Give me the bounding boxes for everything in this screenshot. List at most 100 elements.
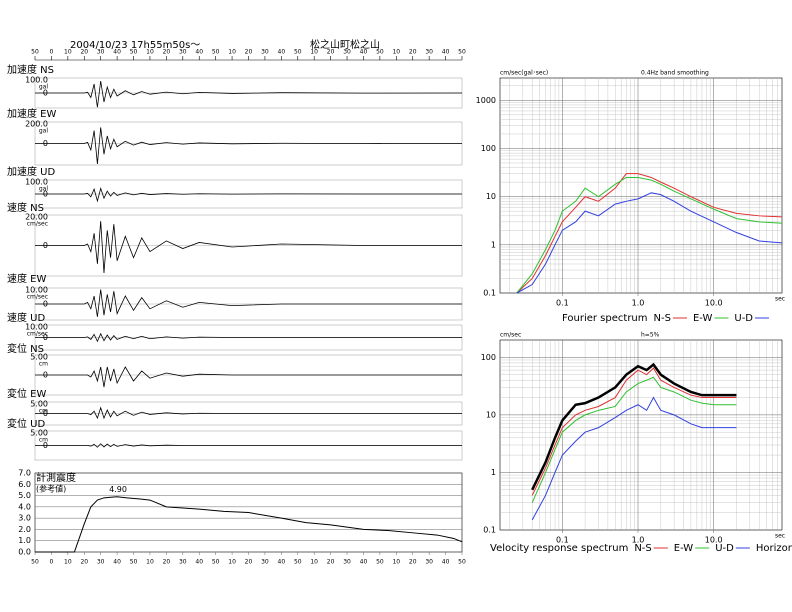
waveform-trace (35, 186, 462, 203)
trace-unit: cm (39, 408, 48, 415)
x-tick-label: 10 (146, 49, 154, 56)
waveform-trace (35, 221, 462, 273)
x-tick-label: 30 (343, 49, 351, 56)
waveform-trace (35, 332, 462, 343)
trace-name: 速度 EW (7, 272, 46, 285)
waveform-trace (35, 127, 463, 164)
x-tick-label: 10 (64, 49, 72, 56)
series-line (531, 396, 737, 521)
x-tick-label: 40 (113, 49, 121, 56)
waveform-trace (35, 443, 462, 448)
legend-label: E-W (693, 313, 713, 324)
trace-unit: gal (39, 84, 48, 91)
legend-label: U-D (715, 543, 734, 554)
x-tick-label: 30 (97, 559, 105, 566)
y-tick-label: 5.00 (30, 353, 48, 362)
series-line (516, 192, 783, 294)
trace-name: 速度 NS (7, 201, 44, 214)
x-tick-label: 40 (360, 49, 368, 56)
x-tick-label: 20 (163, 49, 171, 56)
legend-label: N-S (654, 313, 671, 324)
y-tick-label: 100 (481, 353, 496, 362)
x-tick-label: 1.0 (632, 536, 645, 545)
trace-unit: cm/sec (27, 331, 48, 338)
station-name: 松之山町松之山 (310, 38, 380, 51)
x-tick-label: 40 (442, 49, 450, 56)
legend-label: N-S (634, 543, 651, 554)
x-tick-label: 0 (50, 49, 54, 56)
x-tick-label: 30 (97, 49, 105, 56)
trace-name: 加速度 NS (7, 63, 54, 76)
series-line (531, 376, 737, 503)
x-tick-label: 50 (212, 559, 220, 566)
x-tick-label: 40 (442, 559, 450, 566)
x-tick-label: 10 (228, 49, 236, 56)
y-tick-label: 5.0 (18, 491, 31, 500)
x-tick-label: 40 (278, 49, 286, 56)
x-tick-label: 40 (278, 559, 286, 566)
x-tick-label: 50 (31, 559, 39, 566)
trace-unit: cm (39, 361, 48, 368)
x-tick-label: 20 (327, 49, 335, 56)
y-tick-label: 5.00 (30, 400, 48, 409)
x-tick-label: 10 (310, 559, 318, 566)
x-tick-label: 0 (50, 559, 54, 566)
x-tick-label: 10 (310, 49, 318, 56)
series-line (531, 362, 737, 491)
y-axis-label: cm/sec(gal･sec) (500, 70, 548, 77)
x-tick-label: 50 (458, 49, 466, 56)
legend-title: Fourier spectrum (562, 313, 648, 324)
x-tick-label: 50 (376, 49, 384, 56)
x-tick-label: 50 (294, 559, 302, 566)
y-tick-label: 1.0 (18, 536, 31, 545)
x-tick-label: 10.0 (705, 299, 723, 308)
y-tick-label: 7.0 (18, 469, 31, 478)
x-tick-label: 30 (261, 559, 269, 566)
x-tick-label: 0.1 (556, 299, 569, 308)
y-tick-label: 10.00 (25, 286, 48, 295)
x-tick-label: 30 (179, 559, 187, 566)
legend-label: Horizon (756, 543, 792, 554)
chart-title: 計測震度 (36, 471, 76, 484)
trace-unit: cm/sec (27, 221, 48, 228)
waveform-trace (35, 80, 463, 108)
y-tick-label: 0.0 (18, 548, 31, 557)
x-tick-label: 20 (80, 49, 88, 56)
x-tick-label: 1.0 (632, 299, 645, 308)
y-tick-label: 0.1 (483, 526, 496, 535)
x-tick-label: 30 (179, 49, 187, 56)
x-tick-label: 30 (261, 49, 269, 56)
legend-label: E-W (674, 543, 694, 554)
y-tick-label: 10 (486, 192, 496, 201)
x-tick-label: 20 (409, 49, 417, 56)
y-tick-label: 0.1 (483, 289, 496, 298)
trace-name: 変位 EW (7, 387, 46, 400)
y-tick-label: 1000 (476, 96, 496, 105)
y-tick-label: 6.0 (18, 480, 31, 489)
y-tick-label: 100 (481, 144, 496, 153)
trace-unit: gal (39, 186, 48, 193)
subtitle: 0.4Hz band smoothing (641, 70, 709, 77)
trace-unit: cm (39, 437, 48, 444)
x-tick-label: 10 (64, 559, 72, 566)
x-tick-label: 40 (195, 559, 203, 566)
y-tick-label: 100.0 (25, 178, 48, 187)
trace-name: 速度 UD (7, 311, 45, 324)
y-tick-label: 20.00 (25, 213, 48, 222)
x-tick-label: 50 (212, 49, 220, 56)
trace-name: 変位 UD (7, 417, 45, 430)
series-line (516, 176, 783, 294)
y-tick-label: 10.00 (25, 323, 48, 332)
trace-unit: cm/sec (27, 294, 48, 301)
x-tick-label: 50 (130, 49, 138, 56)
y-tick-label: 2.0 (18, 525, 31, 534)
x-axis-label: sec (775, 296, 785, 303)
x-tick-label: 10 (392, 49, 400, 56)
legend-label: U-D (734, 313, 753, 324)
x-tick-label: 50 (31, 49, 39, 56)
trace-name: 変位 NS (7, 342, 44, 355)
x-tick-label: 50 (458, 559, 466, 566)
x-tick-label: 20 (327, 559, 335, 566)
y-tick-label: 100.0 (25, 76, 48, 85)
